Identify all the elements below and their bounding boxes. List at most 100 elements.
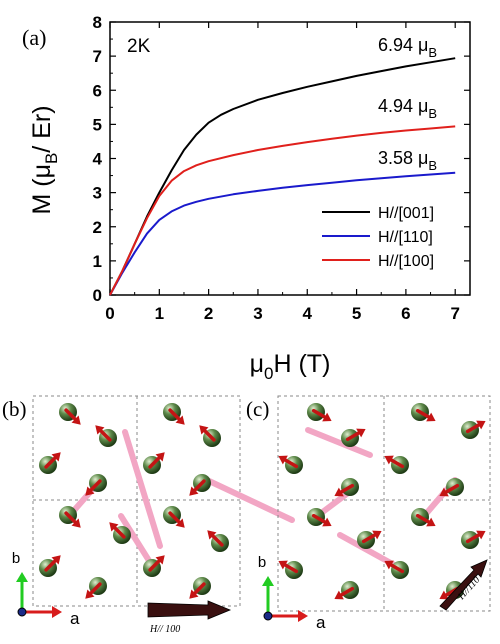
series-end-value-label: 6.94 μB: [378, 35, 437, 60]
spin-arrow: [442, 483, 460, 495]
x-axis-label: μ0H (T): [250, 350, 331, 383]
x-tick-label: 0: [105, 304, 114, 323]
bond: [305, 427, 373, 458]
spin-arrowhead: [175, 415, 185, 425]
legend: H//[001] H//[110] H//[100]: [322, 205, 434, 270]
spin-arrow: [64, 408, 79, 423]
x-tick-label: 2: [204, 304, 213, 323]
spin-arrowhead: [207, 530, 217, 540]
field-arrow-shape-c: [439, 559, 488, 611]
y-axis-label: M (μB/ Er): [28, 105, 61, 214]
y-axis-ticks: 0 1 2 3 4 5 6 7 8: [93, 13, 470, 305]
spin-arrow: [44, 454, 59, 469]
spin-arrowhead: [51, 452, 61, 462]
spin-arrowhead: [199, 425, 209, 435]
panel-label-a: (a): [22, 25, 46, 50]
spin-arrowhead: [439, 590, 449, 600]
x-tick-label: 1: [155, 304, 164, 323]
a-axis-arrowhead-c: [298, 610, 308, 622]
spin-arrow: [281, 562, 299, 574]
spin-arrowhead: [51, 555, 61, 565]
spin-arrowhead: [189, 486, 199, 496]
spin-arrowhead: [476, 530, 486, 540]
spin-arrow: [111, 524, 126, 539]
spin-arrowhead: [85, 589, 95, 599]
spin-arrowhead: [85, 486, 95, 496]
series-end-value-label: 3.58 μB: [378, 148, 437, 173]
spin-arrow: [361, 532, 379, 544]
spin-arrowhead: [155, 452, 165, 462]
spin-arrowhead: [71, 415, 81, 425]
spin-arrowhead: [155, 555, 165, 565]
b-axis-label: b: [12, 550, 20, 567]
series-end-value-label: 4.94 μB: [378, 96, 437, 121]
y-tick-label: 2: [93, 218, 102, 237]
series-line-1: [109, 171, 456, 296]
series-labels: 6.94 μB 3.58 μB 4.94 μB: [378, 35, 437, 173]
spin-arrow: [311, 513, 329, 525]
legend-entry: H//[110]: [378, 229, 433, 246]
series-lines: [109, 57, 456, 296]
spin-arrow: [387, 562, 405, 574]
spin-arrow: [337, 586, 355, 598]
spin-arrowhead: [426, 412, 436, 422]
panel-label-c: (c): [246, 397, 269, 421]
field-label-b: H// 100: [149, 624, 180, 635]
b-axis-arrowhead-c: [262, 576, 274, 586]
spin-arrow: [465, 422, 483, 434]
spin-arrowhead: [476, 420, 486, 430]
spin-arrowhead: [109, 522, 119, 532]
spin-arrow: [465, 532, 483, 544]
spin-arrow: [191, 479, 206, 494]
a-axis-label-c: a: [316, 613, 326, 632]
panel-label-b: (b): [2, 397, 27, 421]
unit-cell-grid-c: [277, 395, 491, 612]
spin-arrow: [415, 513, 433, 525]
spin-arrow: [64, 511, 79, 526]
spin-arrow: [87, 479, 102, 494]
spin-arrowhead: [334, 590, 344, 600]
x-tick-label: 3: [253, 304, 262, 323]
panel-a: (a) 0 1 2 3 4 5 6 7 8 0 1 2 3 4 5 6 7 6.94 μB 3.58 μB 4.9…: [22, 13, 471, 383]
spin-arrowhead: [384, 560, 394, 570]
x-axis-label-main: μ: [250, 350, 264, 378]
bond: [204, 477, 295, 523]
spin-arrowhead: [71, 518, 81, 528]
x-axis-label-rest: H (T): [273, 350, 330, 378]
spin-arrowhead: [384, 455, 394, 465]
spin-arrow: [148, 557, 163, 572]
b-axis-label-c: b: [258, 554, 266, 571]
spin-arrowhead: [439, 487, 449, 497]
a-axis-arrowhead: [52, 606, 62, 618]
legend-entry: H//[100]: [378, 253, 434, 270]
y-axis-label-post: / Er): [28, 105, 56, 152]
spin-arrow: [311, 408, 329, 420]
spin-arrowhead: [189, 589, 199, 599]
y-tick-label: 4: [93, 150, 103, 169]
field-arrow-shape-b: [147, 600, 232, 620]
y-axis-label-pre: M (μ: [28, 164, 56, 215]
spin-arrow: [148, 454, 163, 469]
y-tick-label: 3: [93, 184, 102, 203]
spin-arrowhead: [322, 412, 332, 422]
unit-cell-grid-b: [32, 395, 241, 607]
spin-arrowhead: [175, 518, 185, 528]
spin-arrow: [87, 582, 102, 597]
bond: [118, 513, 156, 570]
y-tick-label: 5: [93, 115, 102, 134]
spin-arrowhead: [278, 560, 288, 570]
x-tick-label: 7: [450, 304, 459, 323]
temperature-annotation: 2K: [127, 36, 151, 57]
legend-entry: H//[001]: [378, 205, 434, 222]
structure-b: [39, 403, 295, 599]
plot-area: 0 1 2 3 4 5 6 7 8 0 1 2 3 4 5 6 7 6.94 μB 3.58 μB 4.94 μB…: [93, 13, 471, 323]
spin-arrowhead: [334, 487, 344, 497]
c-axis-dot-c: [263, 611, 273, 621]
spin-arrow: [168, 408, 183, 423]
spin-arrow: [387, 457, 405, 469]
spin-arrow: [97, 427, 112, 442]
spin-arrowhead: [426, 517, 436, 527]
a-axis-label: a: [70, 609, 80, 628]
spin-arrow: [44, 557, 59, 572]
y-tick-label: 0: [93, 286, 102, 305]
